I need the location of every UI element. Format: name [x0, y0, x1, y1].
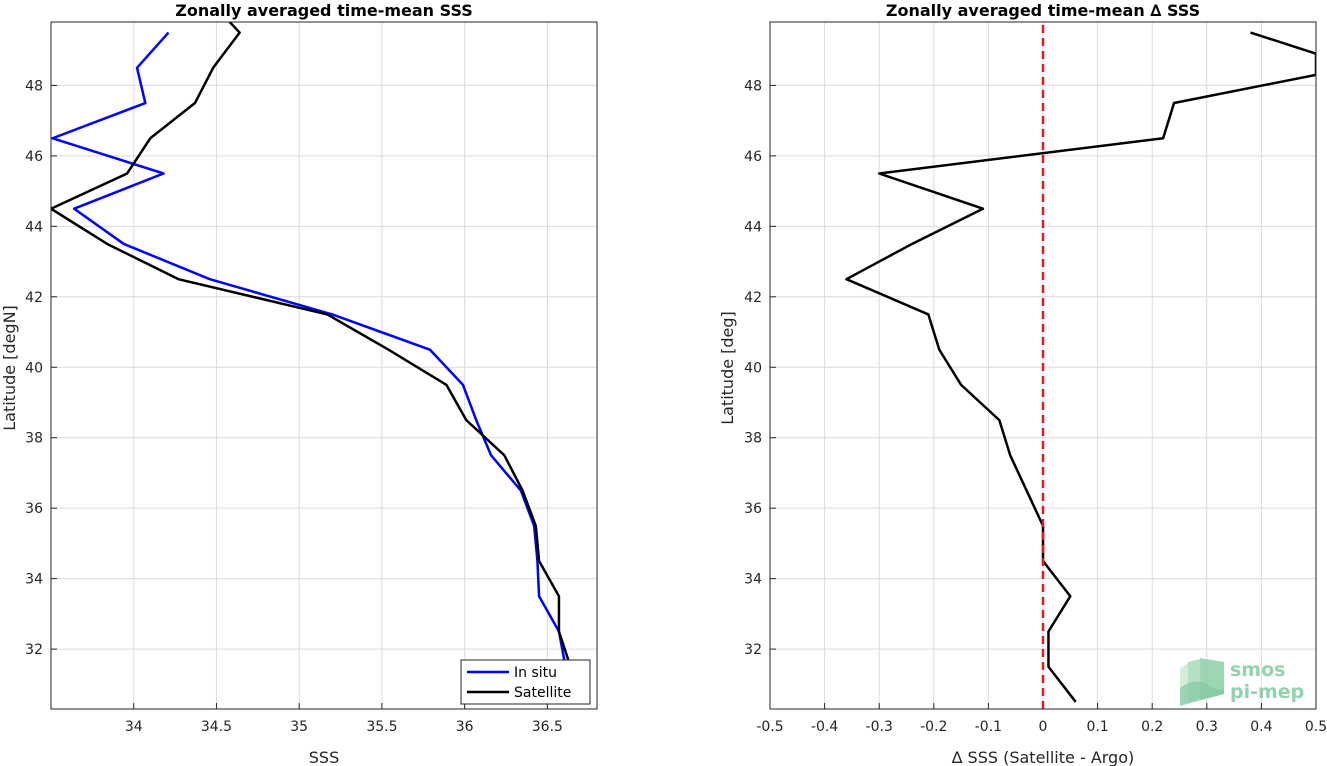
sss-tick-labels: 34 34.5 35 35.5 36 36.5 32 34 36 38 40 42 44 46 48	[25, 78, 563, 735]
sss-grid	[51, 22, 597, 709]
sss-y-tick-label: 48	[25, 78, 43, 94]
delta-sss-y-axis-label: Latitude [deg]	[718, 311, 737, 425]
sss-series-line-satellite	[51, 22, 585, 703]
delta-sss-y-tick-label: 40	[744, 360, 762, 376]
sss-x-axis-label: SSS	[309, 748, 339, 766]
legend: In situ Satellite	[460, 659, 591, 705]
delta-sss-y-tick-label: 36	[744, 501, 762, 517]
sss-series	[51, 22, 585, 703]
legend-in-situ-label: In situ	[514, 665, 557, 681]
sss-x-tick-label: 34.5	[201, 719, 232, 735]
delta-sss-x-tick-label: 0.1	[1086, 719, 1108, 735]
delta-sss-x-tick-label: -0.2	[920, 719, 947, 735]
sss-y-tick-label: 44	[25, 219, 43, 235]
sss-x-tick-label: 35.5	[366, 719, 397, 735]
delta-sss-x-tick-label: 0.5	[1305, 719, 1327, 735]
sss-x-tick-label: 36.5	[532, 719, 563, 735]
sss-y-tick-label: 32	[25, 642, 43, 658]
sss-panel: 34 34.5 35 35.5 36 36.5 32 34 36 38 40 42 44 46 48 Zon…	[0, 1, 598, 766]
sss-plot-area	[51, 22, 597, 709]
delta-sss-y-tick-label: 34	[744, 572, 762, 588]
delta-sss-y-tick-label: 38	[744, 431, 762, 447]
delta-sss-x-tick-label: 0.2	[1141, 719, 1163, 735]
delta-sss-y-tick-label: 48	[744, 78, 762, 94]
delta-sss-y-tick-label: 42	[744, 290, 762, 306]
sss-y-tick-label: 34	[25, 572, 43, 588]
delta-sss-panel: -0.5 -0.4 -0.3 -0.2 -0.1 0 0.1 0.2 0.3 0.4 0.5 32 34…	[718, 1, 1327, 766]
sss-series-line-in-situ	[51, 31, 577, 703]
delta-sss-series	[845, 22, 1316, 709]
legend-satellite-label: Satellite	[514, 685, 571, 701]
delta-sss-y-tick-label: 44	[744, 219, 762, 235]
delta-sss-x-axis-label: ∆ SSS (Satellite - Argo)	[951, 748, 1135, 766]
sss-y-tick-label: 42	[25, 290, 43, 306]
smos-pi-mep-logo: smos pi-mep	[1180, 658, 1304, 706]
legend-box	[460, 659, 591, 705]
logo-text-smos: smos	[1230, 659, 1285, 681]
sss-x-tick-label: 36	[456, 719, 474, 735]
delta-sss-x-tick-label: -0.5	[756, 719, 783, 735]
delta-sss-series-line-0	[845, 31, 1316, 703]
delta-sss-x-tick-label: 0.3	[1196, 719, 1218, 735]
sss-chart-title: Zonally averaged time-mean SSS	[175, 1, 473, 20]
delta-sss-chart-title: Zonally averaged time-mean ∆ SSS	[886, 1, 1200, 20]
sss-y-axis-label: Latitude [degN]	[0, 305, 19, 431]
sss-y-tick-label: 40	[25, 360, 43, 376]
delta-sss-y-tick-label: 32	[744, 642, 762, 658]
sss-x-tick-label: 34	[125, 719, 143, 735]
sss-x-tick-label: 35	[290, 719, 308, 735]
delta-sss-x-tick-label: -0.4	[811, 719, 838, 735]
logo-text-pi-mep: pi-mep	[1230, 681, 1304, 703]
sss-axes-box	[50, 21, 598, 710]
delta-sss-x-tick-label: -0.1	[975, 719, 1002, 735]
delta-sss-tick-labels: -0.5 -0.4 -0.3 -0.2 -0.1 0 0.1 0.2 0.3 0.4 0.5 32 34…	[744, 78, 1327, 735]
delta-sss-y-tick-label: 46	[744, 149, 762, 165]
delta-sss-x-tick-label: -0.3	[866, 719, 893, 735]
delta-sss-x-tick-label: 0	[1039, 719, 1048, 735]
sss-y-tick-label: 36	[25, 501, 43, 517]
delta-sss-x-tick-label: 0.4	[1250, 719, 1272, 735]
sss-y-tick-label: 46	[25, 149, 43, 165]
delta-sss-axes-box	[769, 21, 1317, 710]
sss-y-tick-label: 38	[25, 431, 43, 447]
logo-wave	[1180, 681, 1225, 706]
